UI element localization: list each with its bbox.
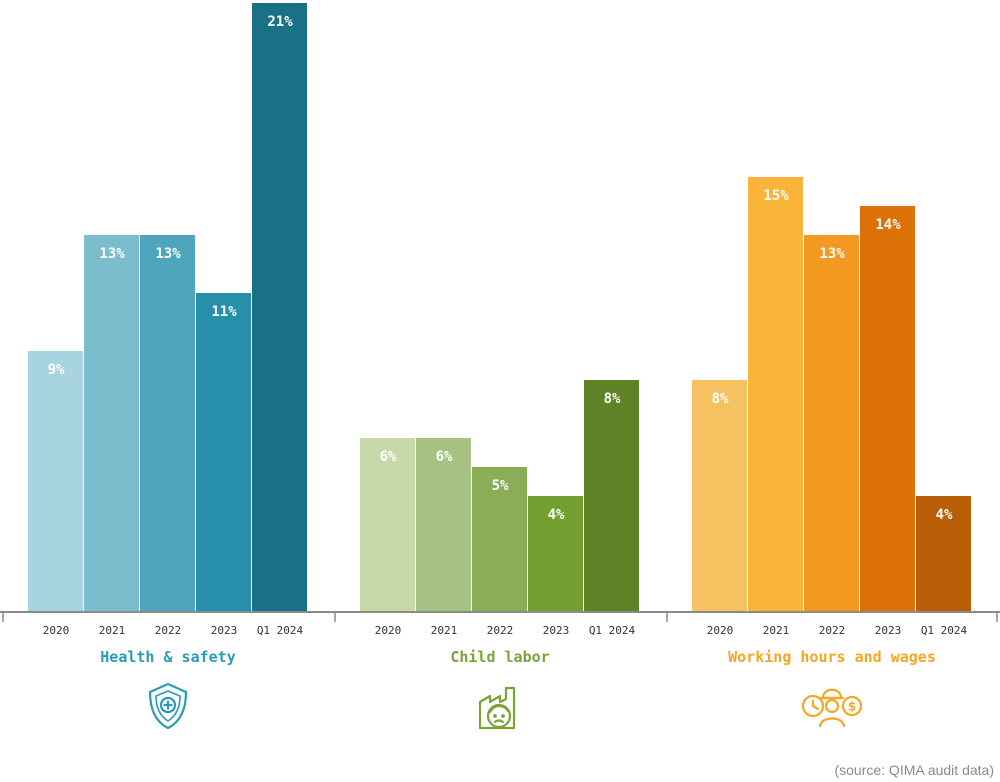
x-tick-label: 2020 <box>43 624 70 637</box>
bar-value-label: 13% <box>819 246 845 262</box>
bar-value-label: 13% <box>99 246 125 262</box>
x-tick-label: 2022 <box>155 624 182 637</box>
bar-value-label: 8% <box>604 391 621 407</box>
bar-value-label: 4% <box>936 507 953 523</box>
bar-value-label: 6% <box>436 449 453 465</box>
bar <box>196 293 251 612</box>
bar <box>28 351 83 612</box>
x-tick-label: 2023 <box>875 624 902 637</box>
x-tick-label: 2022 <box>819 624 846 637</box>
bar <box>528 496 583 612</box>
bar-value-label: 6% <box>380 449 397 465</box>
bar <box>472 467 527 612</box>
x-tick-label: 2022 <box>487 624 514 637</box>
group-label: Health & safety <box>100 648 235 666</box>
bar-value-label: 4% <box>548 507 565 523</box>
bar <box>252 3 307 612</box>
x-tick-label: 2021 <box>99 624 126 637</box>
bar-value-label: 14% <box>875 217 901 233</box>
bar <box>360 438 415 612</box>
bar-value-label: 21% <box>267 14 293 30</box>
bar <box>584 380 639 612</box>
dollar-glyph: $ <box>848 700 856 714</box>
labels-layer: 9% 2020 13% 2021 13% 2022 11% 2023 21% Q1 2024 Hea… <box>43 14 968 666</box>
bar <box>916 496 971 612</box>
bar <box>140 235 195 612</box>
x-tick-label: Q1 2024 <box>257 624 304 637</box>
bar <box>860 206 915 612</box>
bar-value-label: 13% <box>155 246 181 262</box>
x-tick-label: Q1 2024 <box>921 624 968 637</box>
x-axis <box>0 611 1000 622</box>
x-tick-label: 2021 <box>431 624 458 637</box>
clock-worker-dollar-icon: $ <box>801 688 863 728</box>
x-tick-label: 2020 <box>707 624 734 637</box>
shield-plus-icon <box>148 682 188 730</box>
x-tick-label: 2020 <box>375 624 402 637</box>
bar-value-label: 8% <box>712 391 729 407</box>
bar-value-label: 9% <box>48 362 65 378</box>
x-tick-label: Q1 2024 <box>589 624 636 637</box>
group-label: Child labor <box>450 648 549 666</box>
bar-value-label: 15% <box>763 188 789 204</box>
source-note: (source: QIMA audit data) <box>834 762 994 778</box>
bar <box>692 380 747 612</box>
bar <box>84 235 139 612</box>
icons-layer: $ <box>148 682 863 730</box>
x-tick-label: 2023 <box>211 624 238 637</box>
bar-value-label: 5% <box>492 478 509 494</box>
group-label: Working hours and wages <box>728 648 936 666</box>
factory-child-icon <box>478 686 516 730</box>
bar <box>748 177 803 612</box>
bars-layer <box>28 3 971 612</box>
bar-value-label: 11% <box>211 304 237 320</box>
x-tick-label: 2023 <box>543 624 570 637</box>
bar <box>416 438 471 612</box>
x-tick-label: 2021 <box>763 624 790 637</box>
bar <box>804 235 859 612</box>
